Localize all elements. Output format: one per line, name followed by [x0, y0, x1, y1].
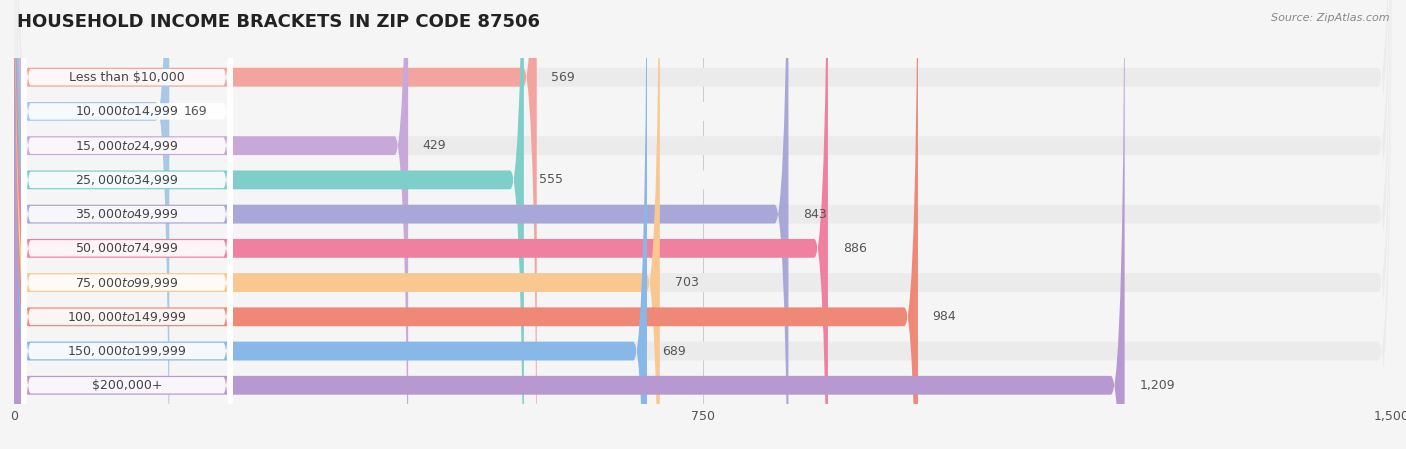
Text: $10,000 to $14,999: $10,000 to $14,999 — [76, 105, 179, 119]
Text: 984: 984 — [932, 310, 956, 323]
FancyBboxPatch shape — [14, 0, 647, 449]
FancyBboxPatch shape — [14, 0, 828, 449]
FancyBboxPatch shape — [14, 0, 1392, 449]
Text: 429: 429 — [423, 139, 447, 152]
FancyBboxPatch shape — [21, 0, 232, 449]
Text: Source: ZipAtlas.com: Source: ZipAtlas.com — [1271, 13, 1389, 23]
Text: 555: 555 — [538, 173, 562, 186]
Text: $150,000 to $199,999: $150,000 to $199,999 — [67, 344, 187, 358]
Text: 689: 689 — [662, 344, 685, 357]
Text: 1,209: 1,209 — [1139, 379, 1175, 392]
FancyBboxPatch shape — [21, 0, 232, 449]
Text: 569: 569 — [551, 70, 575, 84]
FancyBboxPatch shape — [14, 0, 1125, 449]
FancyBboxPatch shape — [14, 0, 1392, 449]
FancyBboxPatch shape — [21, 0, 232, 449]
Text: Less than $10,000: Less than $10,000 — [69, 70, 186, 84]
Text: 886: 886 — [842, 242, 866, 255]
FancyBboxPatch shape — [14, 0, 1392, 449]
Text: $200,000+: $200,000+ — [91, 379, 162, 392]
FancyBboxPatch shape — [14, 0, 1392, 449]
Text: 169: 169 — [184, 105, 208, 118]
FancyBboxPatch shape — [14, 0, 408, 449]
FancyBboxPatch shape — [14, 0, 1392, 449]
Text: HOUSEHOLD INCOME BRACKETS IN ZIP CODE 87506: HOUSEHOLD INCOME BRACKETS IN ZIP CODE 87… — [17, 13, 540, 31]
FancyBboxPatch shape — [21, 17, 232, 449]
FancyBboxPatch shape — [14, 0, 1392, 449]
Text: 703: 703 — [675, 276, 699, 289]
FancyBboxPatch shape — [14, 0, 789, 449]
FancyBboxPatch shape — [14, 0, 537, 449]
FancyBboxPatch shape — [14, 0, 1392, 449]
FancyBboxPatch shape — [21, 0, 232, 449]
FancyBboxPatch shape — [14, 0, 169, 449]
FancyBboxPatch shape — [14, 0, 1392, 449]
FancyBboxPatch shape — [14, 0, 524, 449]
Text: $15,000 to $24,999: $15,000 to $24,999 — [76, 139, 179, 153]
Text: $25,000 to $34,999: $25,000 to $34,999 — [76, 173, 179, 187]
FancyBboxPatch shape — [21, 0, 232, 411]
Text: $35,000 to $49,999: $35,000 to $49,999 — [76, 207, 179, 221]
FancyBboxPatch shape — [14, 0, 659, 449]
Text: 843: 843 — [803, 207, 827, 220]
FancyBboxPatch shape — [21, 51, 232, 449]
FancyBboxPatch shape — [21, 0, 232, 445]
FancyBboxPatch shape — [14, 0, 918, 449]
Text: $100,000 to $149,999: $100,000 to $149,999 — [67, 310, 187, 324]
FancyBboxPatch shape — [21, 0, 232, 449]
FancyBboxPatch shape — [14, 0, 1392, 449]
FancyBboxPatch shape — [14, 0, 1392, 449]
Text: $75,000 to $99,999: $75,000 to $99,999 — [76, 276, 179, 290]
FancyBboxPatch shape — [21, 0, 232, 449]
Text: $50,000 to $74,999: $50,000 to $74,999 — [76, 242, 179, 255]
